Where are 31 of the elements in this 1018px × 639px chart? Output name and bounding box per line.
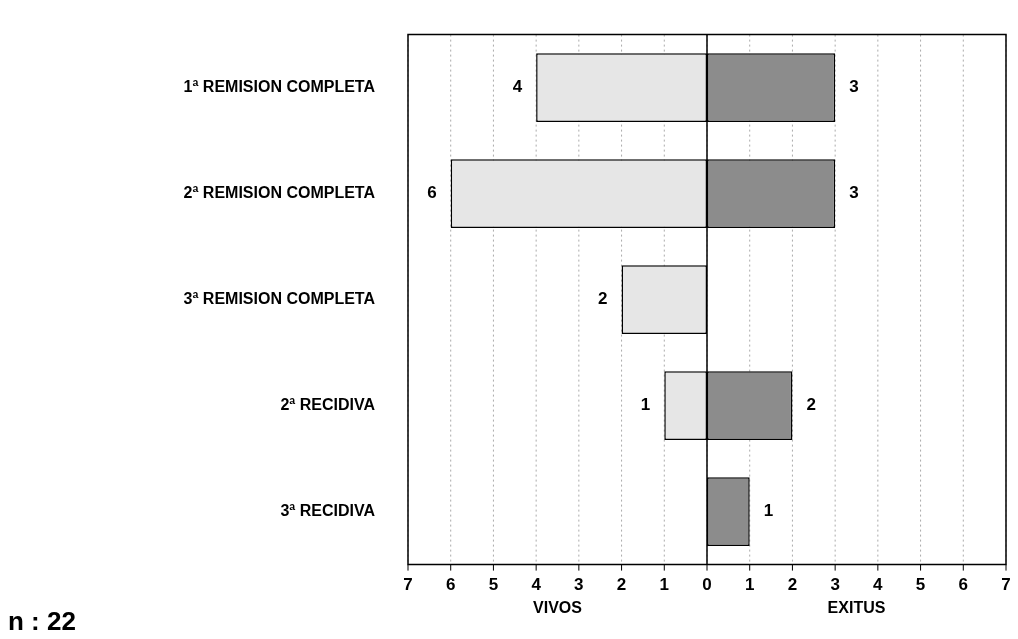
- x-tick-label: 2: [787, 575, 798, 595]
- x-tick-label: 3: [574, 575, 584, 595]
- text: n : 22: [8, 606, 76, 636]
- x-tick-label: 0: [702, 575, 712, 595]
- data-label: 1: [640, 395, 651, 415]
- text: VIVOS: [533, 599, 583, 617]
- x-tick-label: 2: [616, 575, 627, 595]
- data-label: 1: [763, 501, 774, 521]
- x-tick-label: 6: [445, 575, 456, 595]
- x-tick-label: 1: [744, 575, 755, 595]
- data-label: 3: [849, 183, 859, 203]
- x-tick-label: 4: [873, 575, 884, 595]
- data-label: 4: [512, 77, 523, 97]
- y-tick-label: 2ª RECIDIVA: [280, 396, 376, 414]
- y-tick-label: 3ª REMISION COMPLETA: [183, 290, 376, 308]
- data-label: 2: [598, 289, 608, 309]
- x-tick-label: 4: [531, 575, 542, 595]
- x-tick-label: 1: [659, 575, 670, 595]
- data-label: 3: [849, 77, 859, 97]
- x-tick-label: 5: [488, 575, 499, 595]
- data-label: 2: [806, 395, 816, 415]
- x-tick-label: 3: [830, 575, 840, 595]
- y-tick-label: 3ª RECIDIVA: [280, 502, 376, 520]
- data-label: 6: [427, 183, 437, 203]
- y-tick-label: 2ª REMISION COMPLETA: [183, 184, 376, 202]
- x-tick-label: 7: [403, 575, 413, 595]
- x-tick-label: 5: [915, 575, 926, 595]
- y-tick-label: 1ª REMISION COMPLETA: [183, 78, 376, 96]
- text: EXITUS: [827, 599, 886, 617]
- x-tick-label: 6: [958, 575, 969, 595]
- x-tick-label: 7: [1001, 575, 1011, 595]
